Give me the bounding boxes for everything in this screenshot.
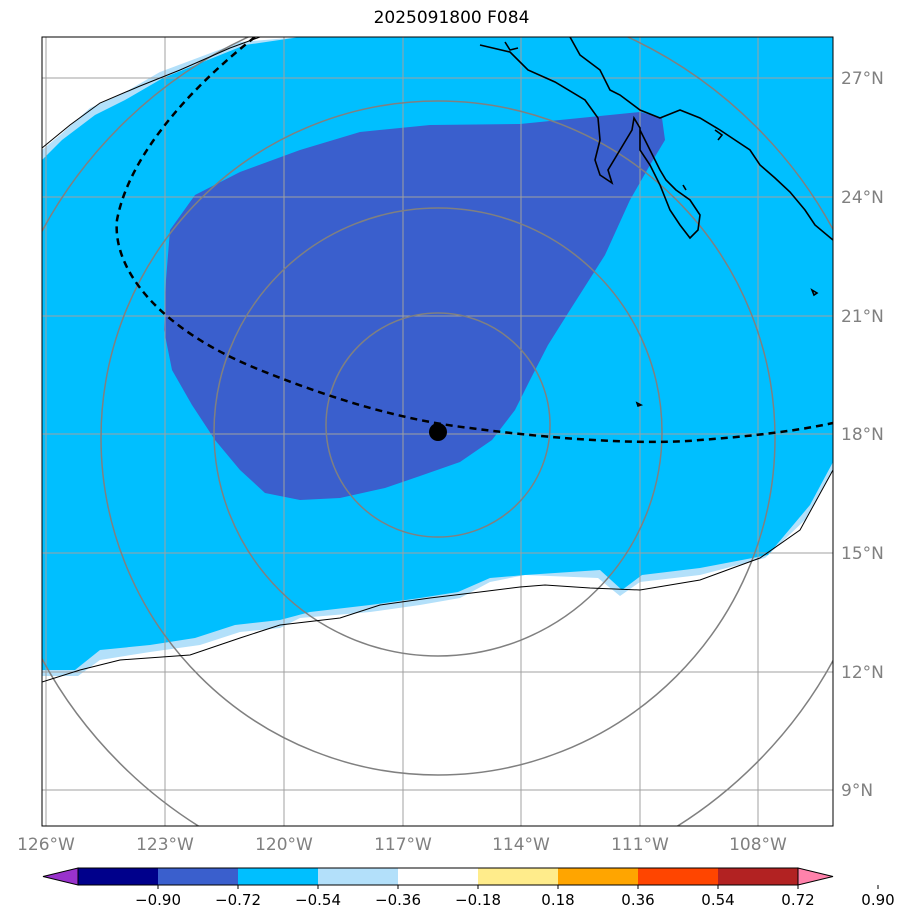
range-rings (42, 37, 833, 826)
colorbar-tick-label: 0.18 (541, 891, 574, 909)
colorbar-segment (478, 868, 558, 885)
lat-label-24n: 24°N (841, 188, 884, 208)
colorbar-segment (558, 868, 638, 885)
coastline (479, 37, 833, 408)
colorbar-segment (158, 868, 238, 885)
lon-label-108w: 108°W (729, 835, 787, 855)
colorbar-segment (78, 868, 158, 885)
colorbar-segment (238, 868, 318, 885)
lon-label-114w: 114°W (492, 835, 550, 855)
colorbar-extend-high (797, 867, 834, 886)
colorbar-segment (398, 868, 478, 885)
storm-center-marker (429, 423, 447, 441)
lon-label-120w: 120°W (255, 835, 313, 855)
shaded-region-dark (164, 112, 665, 500)
contour-line-north (42, 37, 261, 149)
lat-label-18n: 18°N (841, 425, 884, 445)
colorbar-segment (638, 868, 718, 885)
lon-label-126w: 126°W (17, 835, 75, 855)
colorbar-tick-label: −0.18 (455, 891, 501, 909)
colorbar-frame (77, 867, 799, 886)
colorbar-segment (718, 868, 798, 885)
colorbar-tick-label: −0.54 (295, 891, 341, 909)
lat-label-15n: 15°N (841, 544, 884, 564)
colorbar-tick-label: 0.36 (621, 891, 654, 909)
contour-line (42, 469, 833, 683)
lon-label-123w: 123°W (136, 835, 194, 855)
lat-label-27n: 27°N (841, 69, 884, 89)
latitude-labels: 27°N 24°N 21°N 18°N 15°N 12°N 9°N (841, 69, 884, 801)
map-field (42, 37, 833, 826)
colorbar-tick-label: 0.90 (861, 891, 894, 909)
longitude-labels: 126°W 123°W 120°W 117°W 114°W 111°W 108°… (17, 835, 787, 855)
colorbar-extend-low (42, 867, 79, 886)
map-title: 2025091800 F084 (373, 8, 530, 28)
colorbar-tick-label: −0.36 (375, 891, 421, 909)
lon-label-117w: 117°W (374, 835, 432, 855)
lat-label-9n: 9°N (841, 781, 873, 801)
lat-label-21n: 21°N (841, 307, 884, 327)
colorbar-tick-label: 0.72 (781, 891, 814, 909)
colorbar-tick-label: −0.90 (135, 891, 181, 909)
colorbar-segment (318, 868, 398, 885)
colorbar-tick-label: 0.54 (701, 891, 734, 909)
lon-label-111w: 111°W (611, 835, 669, 855)
colorbar-tick-label: −0.72 (215, 891, 261, 909)
colorbar: −0.90 −0.72 −0.54 −0.36 −0.18 0.18 0.36 0.54 0.7… (42, 867, 895, 909)
lat-label-12n: 12°N (841, 663, 884, 683)
storm-track (115, 37, 833, 444)
map-frame (41, 36, 834, 827)
